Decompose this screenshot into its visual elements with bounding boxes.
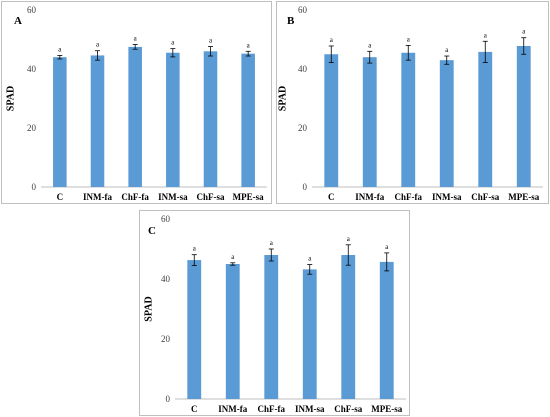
significance-label: a [58,45,62,53]
bar-c-inm-fa [225,264,240,399]
x-tick-label: MPE-sa [371,404,402,414]
bar-b-inm-sa [439,60,454,187]
y-axis-label: SPAD [277,86,288,111]
chart-b-svg: 0 20 40 60 SPAD Ba Ca INM-fa a ChF-fa a INM-sa a ChF-… [277,5,543,202]
significance-label: a [96,41,100,49]
x-tick-label: C [57,192,64,202]
bar-c-c [187,260,202,399]
bar-b-c [324,54,339,187]
y-axis-label: SPAD [143,296,154,321]
x-tick-label: ChF-sa [196,192,225,202]
significance-label: a [368,41,372,49]
significance-label: a [231,253,235,261]
y-tick-label: 60 [27,5,37,15]
bar-a-chf-fa [128,46,142,187]
bar-a-c [53,57,67,188]
significance-label: a [171,39,175,47]
significance-label: a [522,28,526,36]
x-tick-label: INM-sa [295,404,325,414]
x-tick-label: MPE-sa [233,192,264,202]
chart-c-svg: 0 20 40 60 SPAD Ca Ca INM-fa a ChF-fa a INM-sa a ChF-… [143,214,406,414]
x-tick-label: INM-fa [355,192,384,202]
significance-label: a [385,243,389,251]
x-tick-label: INM-fa [83,192,112,202]
y-tick-label: 60 [298,5,308,15]
significance-label: a [270,239,274,247]
x-tick-label: ChF-sa [471,192,500,202]
x-tick-label: ChF-fa [395,192,423,202]
x-tick-label: MPE-sa [508,192,539,202]
bar-c-inm-sa [302,269,317,399]
significance-label: a [484,31,488,39]
bar-b-inm-fa [362,57,377,188]
significance-label: a [209,37,213,45]
panel-label: B [287,15,295,27]
bar-a-chf-sa [203,51,218,187]
y-tick-label: 0 [32,182,37,192]
bar-a-inm-sa [166,52,180,188]
bar-a-inm-fa [90,55,105,188]
x-tick-label: ChF-fa [121,192,149,202]
significance-label: a [247,41,251,49]
significance-label: a [330,36,334,44]
y-tick-label: 0 [166,394,171,404]
bar-b-chf-fa [401,52,416,188]
panel-label: C [148,225,156,237]
y-tick-label: 20 [161,334,171,344]
x-tick-label: INM-sa [432,192,462,202]
x-tick-label: ChF-sa [334,404,363,414]
bar-b-mpe-sa [516,45,531,187]
x-tick-label: C [191,404,198,414]
y-tick-label: 40 [27,64,37,74]
bar-b-chf-sa [478,51,493,187]
significance-label: a [347,235,351,243]
panel-label: A [14,15,22,27]
significance-label: a [134,35,138,43]
significance-label: a [445,46,449,54]
x-tick-label: INM-fa [218,404,247,414]
y-tick-label: 60 [161,214,171,224]
x-tick-label: C [328,192,335,202]
y-tick-label: 0 [303,182,308,192]
y-tick-label: 20 [27,123,37,133]
y-tick-label: 40 [161,274,171,284]
bar-c-chf-sa [341,255,356,399]
x-tick-label: INM-sa [158,192,188,202]
y-tick-label: 20 [298,123,308,133]
significance-label: a [308,255,312,263]
bar-a-mpe-sa [241,53,255,187]
y-axis-label: SPAD [5,86,16,111]
x-tick-label: ChF-fa [258,404,286,414]
significance-label: a [193,245,197,253]
chart-a-svg: 0 20 40 60 SPAD Aa Ca INM-fa a ChF-fa a INM-sa a ChF-… [5,5,267,202]
bar-c-chf-fa [264,255,279,399]
bar-c-mpe-sa [379,261,394,399]
significance-label: a [407,35,411,43]
y-tick-label: 40 [298,64,308,74]
